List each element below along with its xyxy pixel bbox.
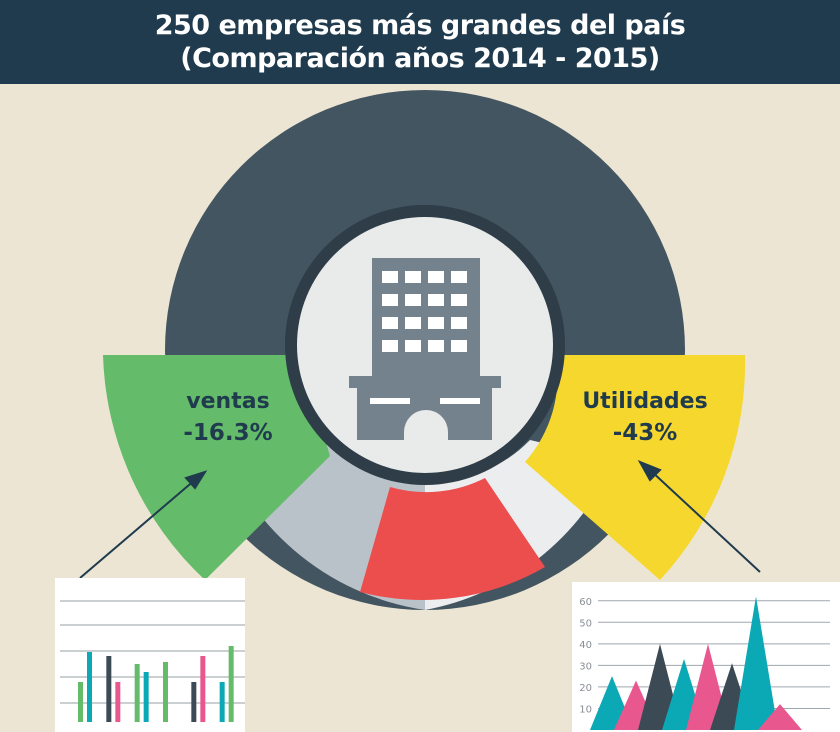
building-icon (349, 258, 501, 440)
bar-5-2 (191, 682, 197, 722)
ytick-30: 30 (579, 661, 592, 672)
bar-6-4 (228, 646, 234, 722)
bar-1-0 (78, 682, 83, 722)
ytick-60: 60 (579, 597, 592, 608)
ventas-label: ventas (186, 389, 269, 414)
title-line-2: (Comparación años 2014 - 2015) (180, 43, 660, 74)
ytick-40: 40 (579, 640, 592, 651)
title-line-1: 250 empresas más grandes del país (154, 10, 686, 41)
bar-3-5 (143, 672, 149, 722)
peak-8 (758, 704, 802, 730)
segment-utilidades (525, 355, 746, 580)
arrow-utilidades (637, 460, 761, 573)
bars-group (78, 646, 234, 722)
ytick-20: 20 (579, 683, 592, 694)
bar-2-3 (115, 682, 121, 722)
ytick-10: 10 (579, 704, 592, 715)
ytick-50: 50 (579, 618, 592, 629)
bar-1-1 (87, 652, 92, 722)
bar-chart (55, 578, 245, 732)
ring-segment-red (360, 478, 545, 601)
arrow-ventas (79, 470, 208, 579)
bar-2-2 (106, 656, 112, 722)
bar-4-0 (163, 662, 168, 722)
area-chart: 10 20 30 40 50 60 (572, 582, 840, 732)
bar-6-1 (219, 682, 225, 722)
bar-5-3 (200, 656, 206, 722)
bar-chart-background (55, 578, 245, 732)
header-banner: 250 empresas más grandes del país (Compa… (0, 0, 840, 84)
area-chart-peaks (590, 596, 802, 730)
utilidades-label: Utilidades (582, 389, 707, 414)
utilidades-value: -43% (613, 420, 678, 446)
segment-ventas (103, 355, 330, 580)
ventas-value: -16.3% (183, 420, 272, 446)
bar-3-4 (134, 664, 140, 722)
peak-7 (734, 596, 778, 730)
